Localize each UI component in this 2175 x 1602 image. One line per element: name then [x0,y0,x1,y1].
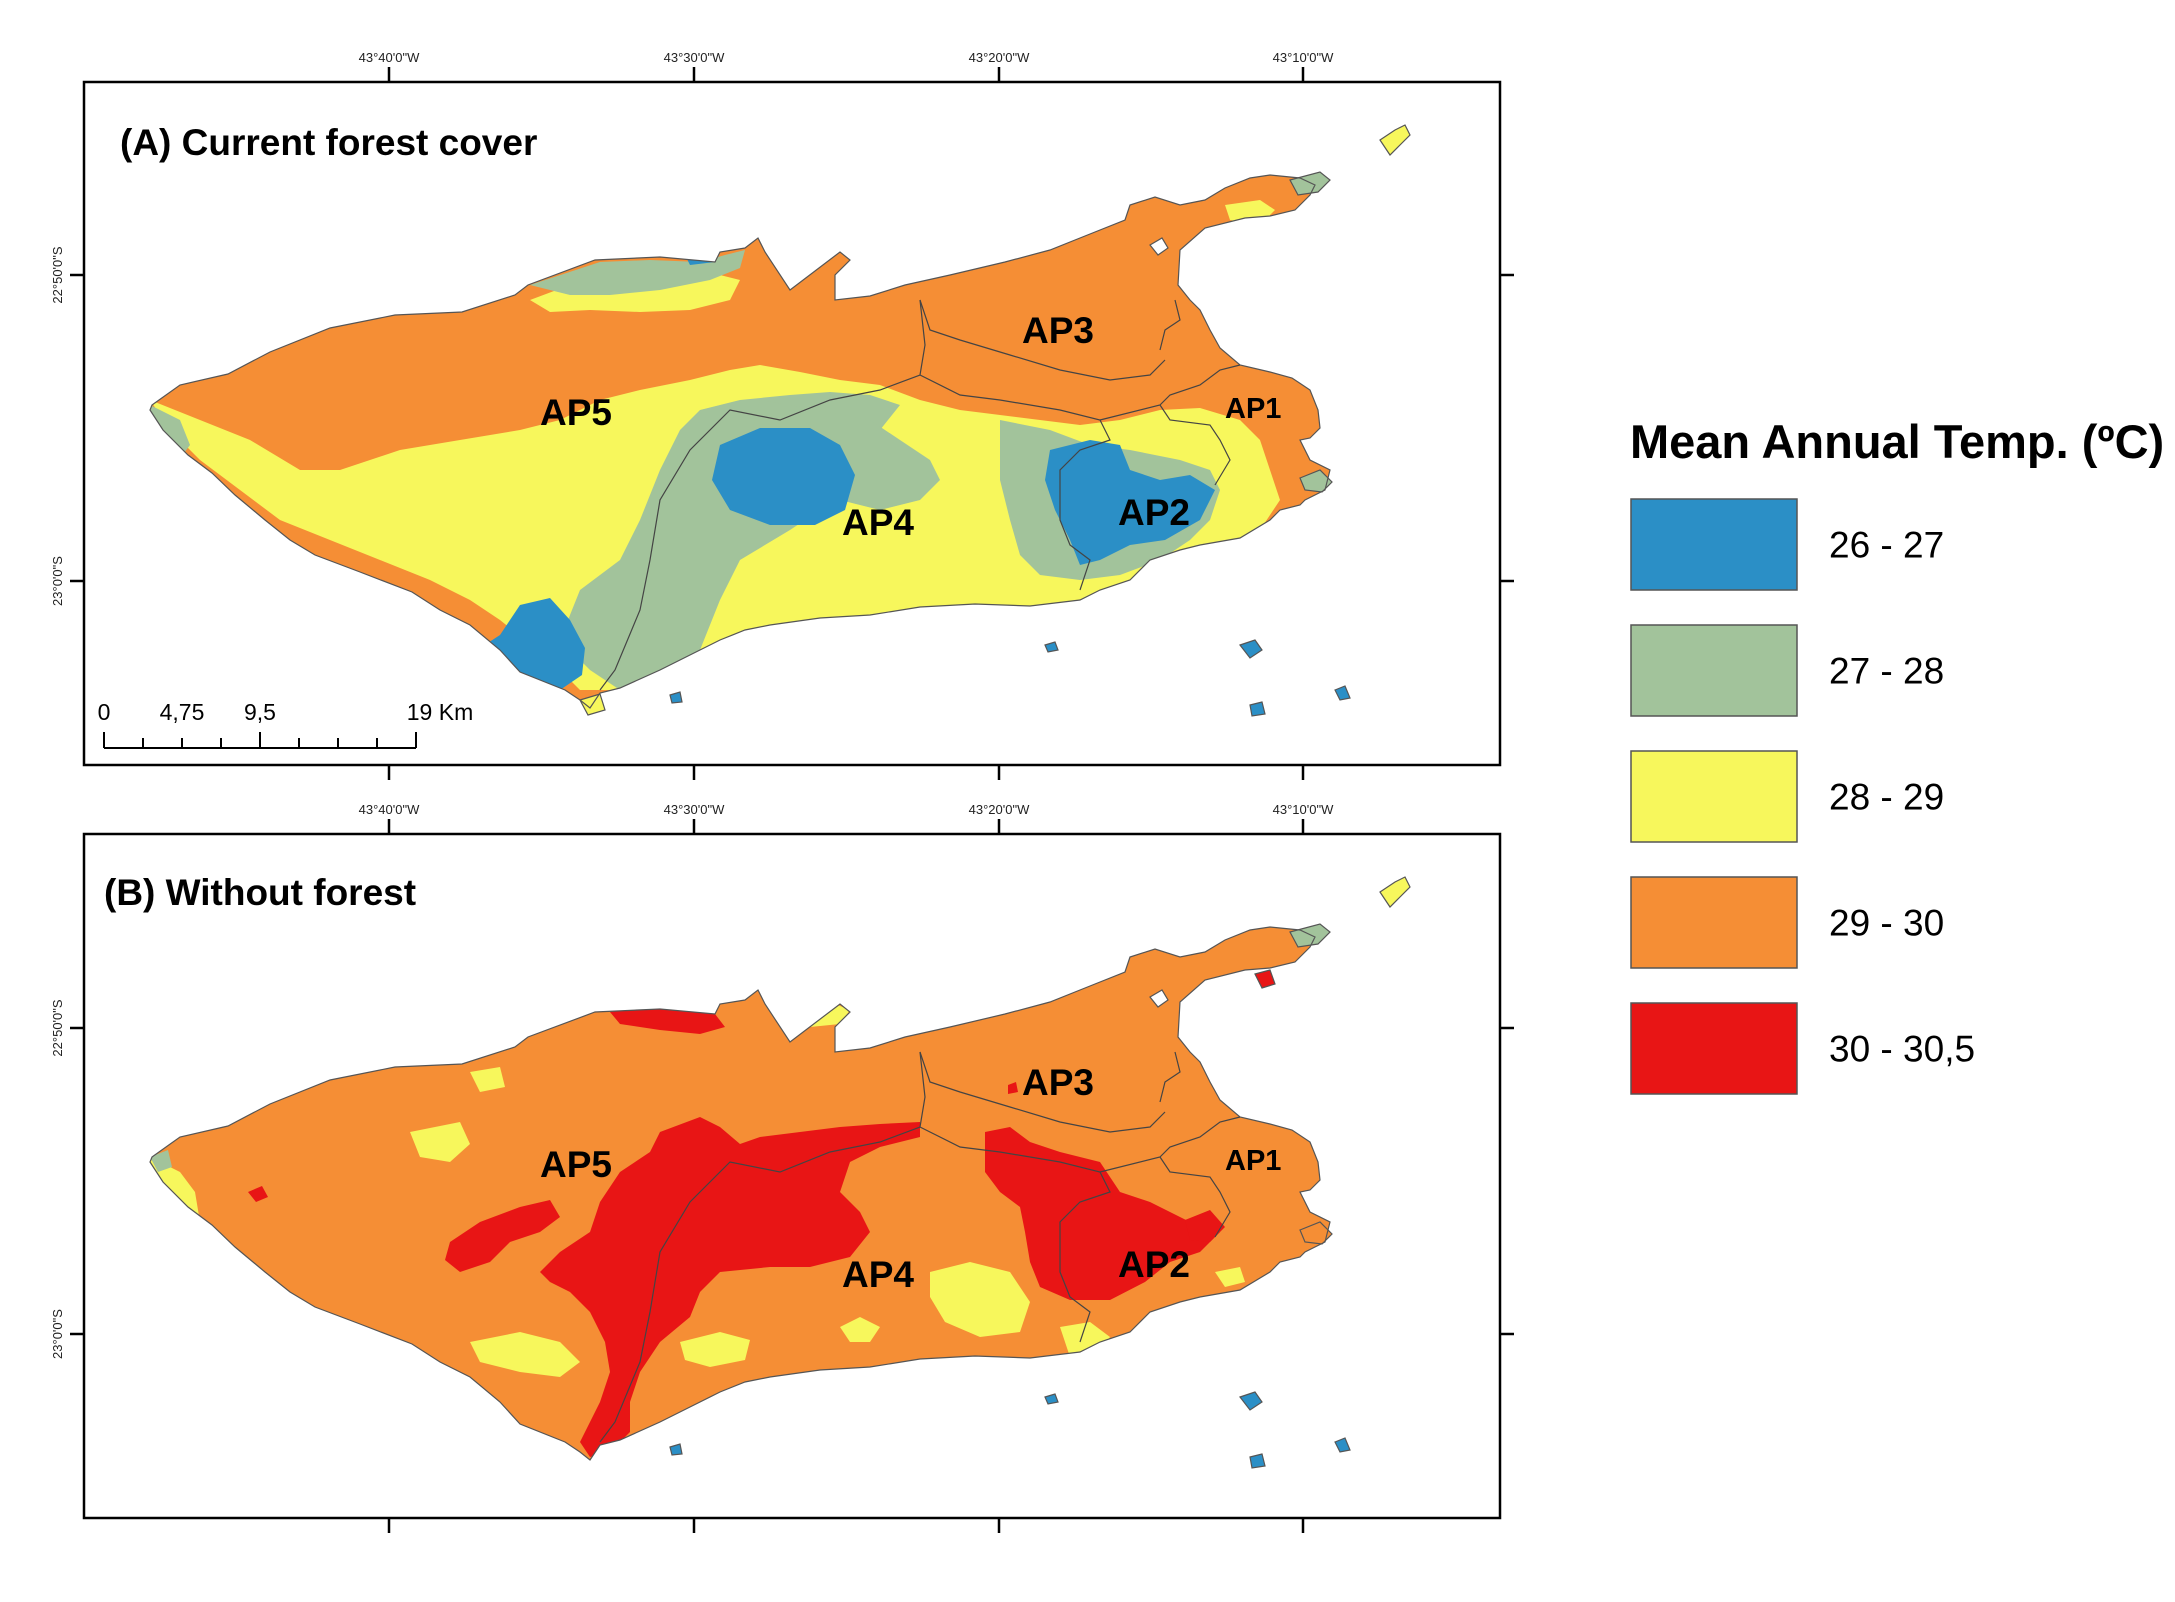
class-28-29 [470,1067,505,1092]
panel-a-map: 43°40'0"W 43°30'0"W 43°20'0"W 43°10'0"W … [50,50,1514,780]
panel-a-area-boundaries [599,299,1241,691]
class-28-29 [410,1122,470,1162]
zone-label-ap4: AP4 [842,1254,914,1295]
zone-label-ap3: AP3 [1022,1062,1094,1103]
zone-label-ap3: AP3 [1022,310,1094,351]
class-28-29 [930,1262,1030,1337]
panel-a-title: (A) Current forest cover [120,122,537,163]
zone-label-ap1: AP1 [1225,393,1281,425]
zone-label-ap2: AP2 [1118,492,1190,533]
legend-label: 28 - 29 [1829,777,1944,818]
lon-tick-label: 43°20'0"W [969,802,1030,817]
lon-tick-label: 43°10'0"W [1273,50,1334,65]
legend-label: 26 - 27 [1829,525,1944,566]
panel-b-islands [669,876,1411,1469]
class-30-30-5 [1008,1082,1018,1094]
lon-tick-label: 43°20'0"W [969,50,1030,65]
lat-tick-label: 22°50'0"S [50,999,65,1056]
panel-b-coastline [149,926,1331,1461]
class-26-27 [712,428,855,525]
lon-tick-label: 43°30'0"W [664,50,725,65]
lon-tick-label: 43°10'0"W [1273,802,1334,817]
class-27-28 [150,1150,172,1172]
legend: Mean Annual Temp. (ºC) 26 - 27 27 - 28 28 … [1630,415,2164,1095]
legend-title: Mean Annual Temp. (ºC) [1630,415,2164,468]
legend-swatch [1630,498,1798,591]
legend-swatch [1630,750,1798,843]
lon-tick-label: 43°40'0"W [359,50,420,65]
class-28-29 [680,1332,750,1367]
lon-tick-label: 43°40'0"W [359,802,420,817]
panel-b-title: (B) Without forest [104,872,416,913]
scale-label: 0 [98,699,111,725]
class-28-29 [840,1317,880,1342]
legend-label: 30 - 30,5 [1829,1029,1975,1070]
class-30-30-5 [248,1186,268,1202]
zone-label-ap5: AP5 [540,1144,612,1185]
class-26-27 [1045,440,1215,565]
panel-b-area-boundaries [599,1051,1241,1443]
lat-tick-label: 22°50'0"S [50,246,65,303]
class-27-28 [530,250,745,295]
scale-label: 19 Km [407,699,473,725]
panel-a-coastline [149,174,1331,709]
zone-label-ap2: AP2 [1118,1244,1190,1285]
legend-swatch [1630,624,1798,717]
class-28-29 [470,1332,580,1377]
class-30-30-5 [985,1127,1220,1300]
panel-a-lon-ticks [70,67,1514,780]
legend-label: 27 - 28 [1829,651,1944,692]
class-30-30-5 [540,1117,920,1457]
legend-swatch [1630,1002,1798,1095]
zone-label-ap1: AP1 [1225,1145,1281,1177]
scale-label: 4,75 [160,699,205,725]
legend-label: 29 - 30 [1829,903,1944,944]
panel-b-lon-ticks [70,819,1514,1533]
class-30-30-5 [445,1200,560,1272]
legend-swatch [1630,876,1798,969]
zone-label-ap4: AP4 [842,502,914,543]
scale-label: 9,5 [244,699,276,725]
lon-tick-label: 43°30'0"W [664,802,725,817]
class-28-29 [1215,1267,1245,1287]
zone-label-ap5: AP5 [540,392,612,433]
scale-bar: 0 4,75 9,5 19 Km [98,699,473,749]
lat-tick-label: 23°0'0"S [50,1309,65,1359]
panel-b-map: 43°40'0"W 43°30'0"W 43°20'0"W 43°10'0"W … [50,802,1514,1533]
class-30-30-5 [1185,1210,1225,1242]
lat-tick-label: 23°0'0"S [50,556,65,606]
